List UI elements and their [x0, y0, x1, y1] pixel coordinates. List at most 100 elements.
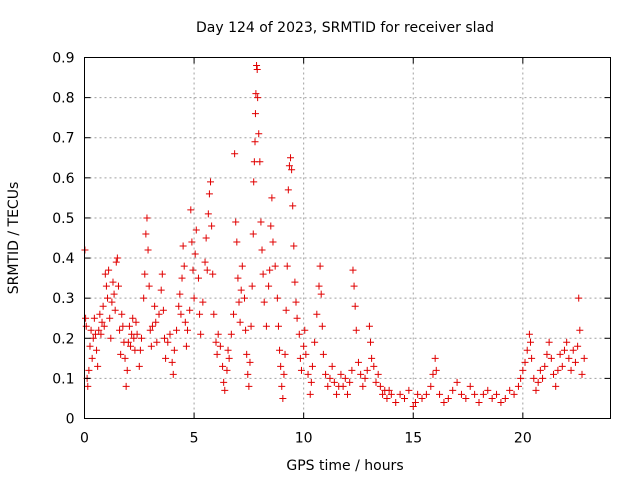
data-point [116, 326, 124, 334]
data-point [560, 346, 568, 354]
data-point [121, 354, 129, 362]
data-point [111, 306, 119, 314]
data-point [166, 330, 174, 338]
data-point [276, 346, 284, 354]
data-point [184, 326, 192, 334]
data-point [289, 202, 297, 210]
data-point [282, 306, 290, 314]
data-point [250, 178, 258, 186]
data-point [376, 382, 384, 390]
data-point [453, 378, 461, 386]
data-point [187, 206, 195, 214]
data-point [259, 270, 267, 278]
data-point [368, 354, 376, 362]
data-point [153, 338, 161, 346]
data-point [304, 370, 312, 378]
data-point [95, 326, 103, 334]
data-point [249, 230, 257, 238]
data-point [129, 314, 137, 322]
data-point [271, 262, 279, 270]
data-point [427, 382, 435, 390]
data-point [203, 266, 211, 274]
data-point [328, 362, 336, 370]
data-point [199, 298, 207, 306]
data-point [400, 394, 408, 402]
data-point [210, 310, 218, 318]
data-point [124, 338, 132, 346]
data-point [462, 394, 470, 402]
data-point [256, 158, 264, 166]
data-point [374, 370, 382, 378]
data-point [214, 330, 222, 338]
data-point [243, 350, 251, 358]
data-point [365, 322, 373, 330]
data-point [429, 370, 437, 378]
data-point [466, 382, 474, 390]
data-point [326, 374, 334, 382]
data-point [295, 330, 303, 338]
data-point [224, 346, 232, 354]
data-point [405, 386, 413, 394]
data-point [98, 318, 106, 326]
data-point [457, 390, 465, 398]
data-point [575, 294, 583, 302]
y-tick-label: 0.1 [52, 371, 74, 387]
data-point [173, 326, 181, 334]
data-point [440, 398, 448, 406]
data-point [82, 314, 90, 322]
data-point [204, 210, 212, 218]
data-point [266, 266, 274, 274]
data-point [554, 366, 562, 374]
data-point [225, 354, 233, 362]
data-point [141, 270, 149, 278]
data-point [191, 250, 199, 258]
data-point [285, 162, 293, 170]
data-point [359, 382, 367, 390]
data-point [411, 398, 419, 406]
data-point [268, 194, 276, 202]
data-point [158, 270, 166, 278]
data-point [132, 318, 140, 326]
data-point [265, 282, 273, 290]
data-point [317, 290, 325, 298]
data-point [339, 382, 347, 390]
data-point [281, 350, 289, 358]
data-point [86, 342, 94, 350]
y-tick-label: 0.2 [52, 331, 74, 347]
grid-lines [84, 57, 611, 419]
data-point [296, 354, 304, 362]
data-point [278, 382, 286, 390]
data-point [558, 362, 566, 370]
y-tick-label: 0.5 [52, 211, 74, 227]
data-point [109, 278, 117, 286]
data-point [290, 242, 298, 250]
data-point [273, 294, 281, 302]
data-point [293, 314, 301, 322]
data-point [257, 218, 265, 226]
data-point [532, 386, 540, 394]
data-point [279, 394, 287, 402]
data-point [87, 326, 95, 334]
data-point [192, 226, 200, 234]
data-point [541, 362, 549, 370]
data-point [346, 378, 354, 386]
data-point [112, 258, 120, 266]
data-point [236, 318, 244, 326]
data-point [180, 262, 188, 270]
data-point [475, 398, 483, 406]
y-tick-label: 0.8 [52, 91, 74, 107]
data-point [349, 266, 357, 274]
data-point [307, 378, 315, 386]
data-point [122, 382, 130, 390]
data-point [253, 66, 261, 74]
data-point [137, 334, 145, 342]
data-point [90, 314, 98, 322]
data-point [567, 366, 575, 374]
axis-tick-labels: 0 0.1 0.2 0.3 0.4 0.5 0.6 0.7 0.8 0.9 0 5 10 15 20 [52, 51, 532, 447]
data-point [233, 238, 241, 246]
data-point [497, 398, 505, 406]
data-point [142, 230, 150, 238]
data-point [220, 378, 228, 386]
data-point [510, 390, 518, 398]
